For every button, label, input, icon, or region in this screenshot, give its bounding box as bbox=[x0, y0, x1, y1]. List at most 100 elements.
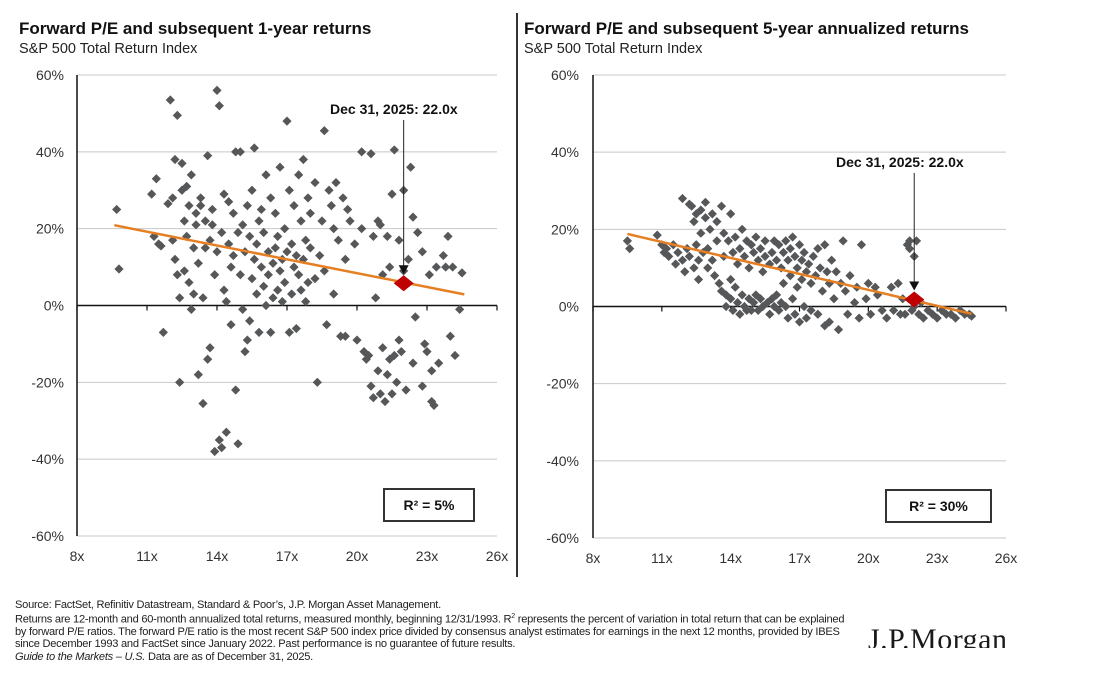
right-data-point bbox=[792, 282, 802, 292]
left-data-point bbox=[254, 216, 264, 226]
left-data-point bbox=[291, 250, 301, 261]
left-data-point bbox=[247, 185, 257, 195]
left-data-point bbox=[417, 247, 427, 257]
right-data-point bbox=[737, 224, 747, 234]
right-y-tick-label: 40% bbox=[551, 144, 579, 160]
right-y-tick-label: 20% bbox=[551, 221, 579, 237]
left-data-point bbox=[455, 304, 465, 314]
left-data-point bbox=[382, 370, 392, 380]
left-data-point bbox=[170, 254, 180, 264]
right-data-point bbox=[792, 263, 802, 273]
left-data-point bbox=[261, 300, 271, 311]
left-data-point bbox=[268, 293, 278, 303]
left-data-point bbox=[270, 208, 280, 218]
right-data-point bbox=[703, 263, 713, 273]
footnote-source: Source: FactSet, Refinitiv Datastream, S… bbox=[15, 599, 441, 611]
left-data-point bbox=[112, 204, 122, 215]
left-data-point bbox=[263, 270, 273, 280]
right-data-point bbox=[824, 278, 834, 288]
left-data-point bbox=[287, 239, 297, 249]
left-data-point bbox=[294, 170, 304, 180]
left-arrowhead-icon bbox=[398, 265, 409, 275]
left-data-point bbox=[235, 270, 245, 280]
left-data-point bbox=[375, 220, 385, 230]
left-x-tick-label: 20x bbox=[346, 548, 369, 564]
chart-right-title: Forward P/E and subsequent 5-year annual… bbox=[524, 19, 969, 38]
left-data-point bbox=[235, 147, 245, 157]
left-data-point bbox=[389, 145, 399, 155]
left-data-point bbox=[245, 316, 255, 326]
left-r-squared-box bbox=[383, 488, 475, 522]
left-data-point bbox=[305, 243, 315, 253]
right-data-point bbox=[797, 255, 807, 265]
left-data-point bbox=[226, 262, 236, 272]
right-data-point bbox=[721, 290, 731, 300]
left-data-point bbox=[191, 208, 201, 218]
left-data-point bbox=[224, 197, 234, 207]
footnote-methodology-part2: represents the percent of variation in t… bbox=[15, 613, 845, 651]
right-y-tick-label: 60% bbox=[551, 67, 579, 83]
left-data-point bbox=[420, 339, 430, 349]
right-data-point bbox=[758, 267, 768, 277]
left-data-point bbox=[165, 95, 175, 105]
left-x-tick-label: 11x bbox=[136, 548, 158, 564]
left-data-point bbox=[256, 204, 266, 215]
left-data-point bbox=[242, 201, 252, 211]
right-data-point bbox=[893, 278, 903, 288]
right-y-tick-label: -60% bbox=[546, 530, 579, 546]
left-data-point bbox=[373, 366, 383, 376]
right-arrowhead-icon bbox=[909, 281, 920, 291]
left-data-point bbox=[249, 254, 259, 264]
right-data-point bbox=[877, 305, 887, 315]
right-data-point bbox=[726, 294, 736, 304]
left-data-point bbox=[357, 147, 367, 157]
right-data-point bbox=[700, 213, 711, 223]
left-data-point bbox=[156, 241, 166, 251]
right-data-point bbox=[705, 224, 715, 234]
right-data-point bbox=[783, 313, 793, 323]
right-data-point bbox=[849, 298, 860, 308]
left-data-point bbox=[457, 268, 467, 278]
left-data-point bbox=[357, 224, 367, 234]
right-data-point bbox=[808, 251, 818, 261]
footnote-methodology-part1: Returns are 12-month and 60-month annual… bbox=[15, 613, 512, 626]
left-y-tick-label: -20% bbox=[31, 374, 64, 390]
right-data-point bbox=[801, 313, 811, 323]
left-data-point bbox=[270, 243, 280, 253]
left-data-point bbox=[249, 143, 259, 153]
left-current-marker bbox=[393, 275, 414, 292]
left-data-point bbox=[163, 199, 173, 209]
right-data-point bbox=[794, 240, 805, 250]
left-data-point bbox=[340, 254, 350, 264]
left-data-point bbox=[175, 377, 185, 387]
left-data-point bbox=[198, 398, 208, 409]
footnote: Source: FactSet, Refinitiv Datastream, S… bbox=[15, 599, 855, 663]
left-data-point bbox=[401, 385, 411, 395]
left-data-point bbox=[403, 254, 413, 264]
left-data-point bbox=[312, 377, 322, 387]
left-data-point bbox=[322, 320, 332, 330]
left-data-point bbox=[207, 220, 217, 230]
panel-divider bbox=[516, 13, 518, 577]
right-data-point bbox=[714, 278, 724, 288]
right-data-point bbox=[829, 294, 839, 304]
footnote-methodology: Returns are 12-month and 60-month annual… bbox=[15, 611, 855, 650]
left-data-point bbox=[233, 227, 243, 238]
right-data-point bbox=[790, 309, 800, 319]
left-data-point bbox=[319, 126, 329, 136]
left-data-point bbox=[375, 389, 385, 399]
right-data-point bbox=[854, 313, 864, 323]
right-data-point bbox=[813, 244, 823, 254]
right-data-point bbox=[693, 255, 704, 265]
right-data-point bbox=[771, 290, 782, 300]
left-data-point bbox=[186, 304, 196, 314]
left-data-point bbox=[317, 216, 327, 226]
left-data-point bbox=[259, 227, 269, 238]
right-data-point bbox=[785, 244, 795, 254]
left-data-point bbox=[196, 201, 206, 211]
left-data-point bbox=[282, 247, 292, 257]
left-data-point bbox=[408, 212, 418, 222]
right-data-point bbox=[774, 305, 784, 315]
left-data-point bbox=[345, 216, 355, 226]
right-data-point bbox=[693, 274, 704, 285]
